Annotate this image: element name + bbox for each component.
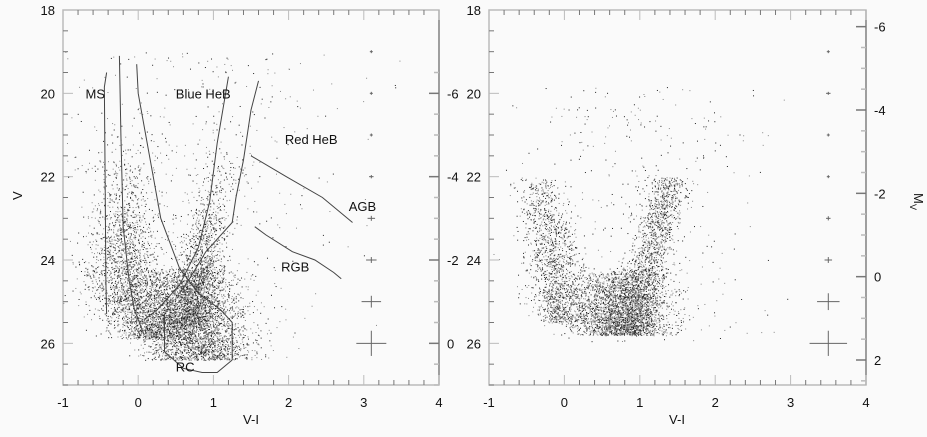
x-tick-label: -1 — [483, 395, 495, 410]
y2-tick-label: 0 — [874, 270, 881, 285]
y-tick-label: 20 — [41, 86, 55, 101]
scatter-points — [493, 87, 789, 343]
region-label: RGB — [281, 259, 309, 274]
y2-tick-label: -2 — [447, 253, 459, 268]
y-tick-label: 22 — [467, 170, 481, 185]
region-label: RC — [176, 359, 195, 374]
y2-tick-label: 0 — [447, 336, 454, 351]
y2-tick-label: -2 — [874, 186, 886, 201]
left-y-axis-label: V — [10, 191, 25, 200]
x-tick-label: 2 — [285, 395, 292, 410]
isochrone-line — [254, 226, 342, 280]
right-y2-axis-label: M V — [908, 193, 926, 210]
y-tick-label: 26 — [467, 336, 481, 351]
y-tick-label: 22 — [41, 170, 55, 185]
left-x-axis-label: V-I — [243, 412, 259, 427]
y-tick-label: 18 — [41, 3, 55, 18]
x-tick-label: 1 — [210, 395, 217, 410]
x-tick-label: 0 — [561, 395, 568, 410]
region-label: AGB — [349, 199, 376, 214]
isochrone-line — [250, 155, 353, 223]
x-tick-label: 2 — [712, 395, 719, 410]
right-panel-cmd: -1 0 1 2 3 4 18 20 22 24 26 -6 -4 -2 0 2 — [467, 3, 886, 410]
right-x-axis-label: V-I — [669, 412, 685, 427]
x-tick-label: 3 — [360, 395, 367, 410]
y2-tick-label: -4 — [874, 103, 886, 118]
region-label: MS — [86, 86, 106, 101]
region-label: Blue HeB — [176, 86, 231, 101]
y-tick-label: 24 — [467, 253, 481, 268]
x-tick-label: 1 — [636, 395, 643, 410]
scatter-points — [63, 51, 401, 361]
x-tick-label: 4 — [435, 395, 442, 410]
x-tick-label: 0 — [135, 395, 142, 410]
y-tick-label: 26 — [41, 336, 55, 351]
y-tick-label: 18 — [467, 3, 481, 18]
x-tick-label: -1 — [57, 395, 69, 410]
x-tick-label: 4 — [862, 395, 869, 410]
y-tick-label: 24 — [41, 253, 55, 268]
y2-tick-label: -4 — [447, 170, 459, 185]
isochrone-line — [145, 76, 229, 319]
isochrone-line — [164, 314, 233, 373]
y2-tick-label: 2 — [874, 353, 881, 368]
y2-tick-label: -6 — [447, 86, 459, 101]
left-panel-cmd: -1 0 1 2 3 4 18 20 22 24 26 -6 -4 -2 0 MS Blue HeB Red He… — [41, 3, 459, 410]
y2-tick-label: -6 — [874, 20, 886, 35]
plot-frame — [488, 9, 867, 386]
region-label: Red HeB — [285, 132, 338, 147]
isochrone-line — [118, 55, 145, 336]
y-tick-label: 20 — [467, 86, 481, 101]
isochrone-line — [179, 80, 260, 294]
isochrone-line — [136, 64, 233, 360]
x-tick-label: 3 — [787, 395, 794, 410]
isochrone-line — [103, 72, 108, 315]
